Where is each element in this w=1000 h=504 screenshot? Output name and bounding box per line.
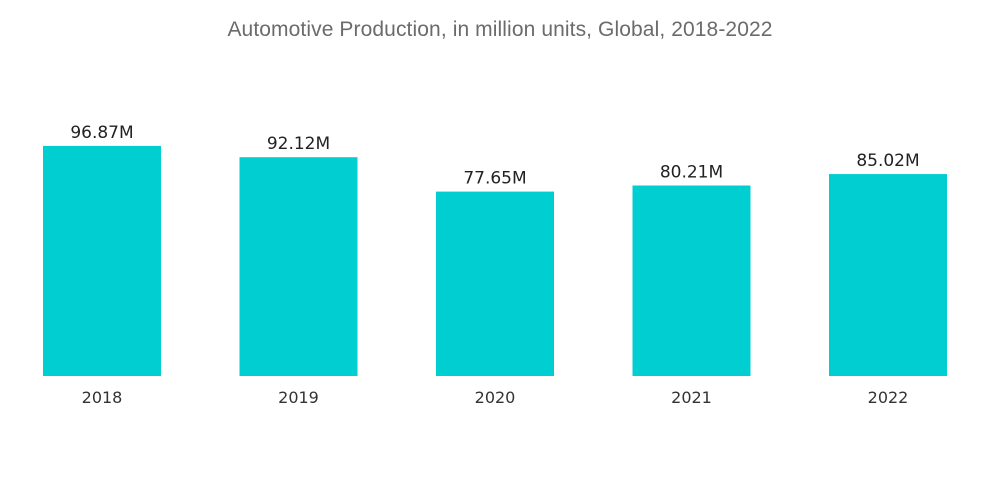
bar-2019 <box>239 157 358 376</box>
data-label-2021: 80.21M <box>660 163 723 183</box>
data-label-2019: 92.12M <box>267 134 330 154</box>
data-labels-layer: 96.87M 92.12M 77.65M 80.21M 85.02M <box>70 123 919 189</box>
data-label-2018: 96.87M <box>70 123 133 143</box>
x-tick-2019: 2019 <box>278 388 319 407</box>
data-label-2020: 77.65M <box>463 169 526 189</box>
chart-title: Automotive Production, in million units,… <box>227 18 773 41</box>
bar-2018 <box>43 145 161 376</box>
bar-2020 <box>436 191 554 376</box>
bars-layer <box>43 145 947 376</box>
x-tick-2018: 2018 <box>82 388 123 407</box>
x-tick-2022: 2022 <box>868 388 909 407</box>
bar-2022 <box>829 174 947 376</box>
bar-2021 <box>632 185 751 376</box>
data-label-2022: 85.02M <box>856 151 919 171</box>
x-tick-2021: 2021 <box>671 388 712 407</box>
x-tick-2020: 2020 <box>475 388 516 407</box>
x-tick-labels-layer: 2018 2019 2020 2021 2022 <box>82 388 909 407</box>
